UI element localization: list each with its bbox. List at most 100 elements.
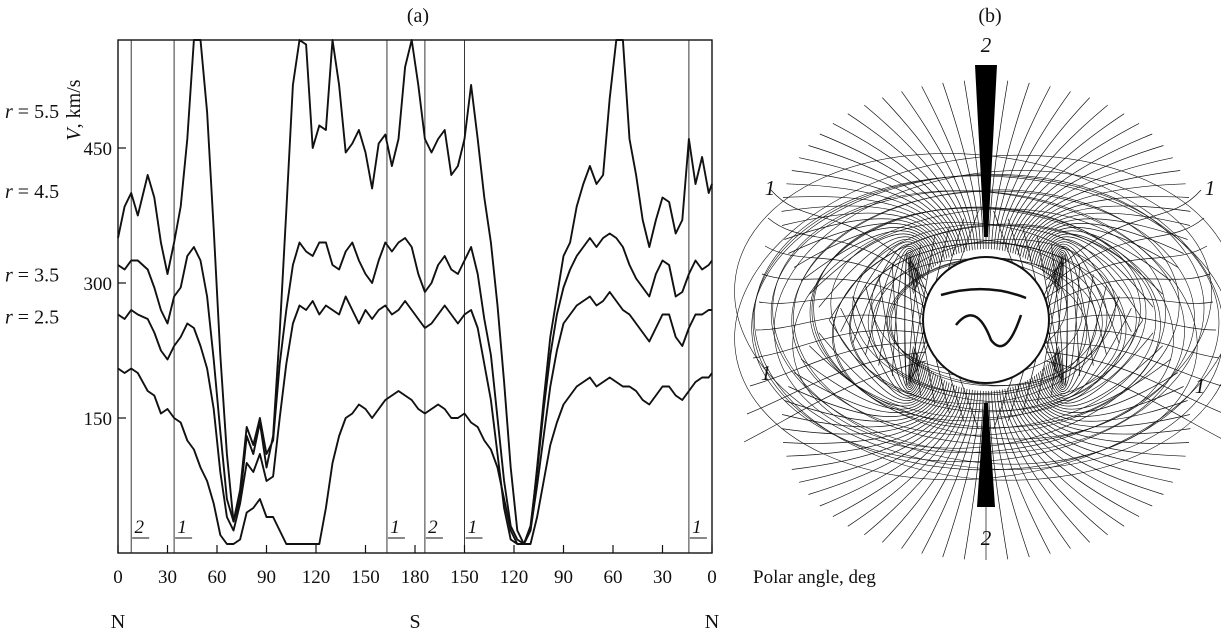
- field-line-south-48: [1022, 382, 1190, 444]
- panel-a-label: (a): [407, 5, 429, 27]
- field-line-north-38: [996, 91, 1071, 250]
- field-line-north-41: [1004, 113, 1125, 252]
- field-line-north-23: [799, 157, 958, 255]
- closed-loop-4: [871, 239, 1103, 386]
- marker-label-2: 1: [390, 517, 400, 538]
- field-line-north-14: [800, 230, 937, 282]
- marker-label-5: 1: [692, 517, 702, 538]
- diagram-label-lower-left: 1: [761, 361, 772, 385]
- diagram-label-lower-right: 1: [1195, 374, 1206, 398]
- sun-disk: [922, 256, 1050, 384]
- field-line-south-37: [993, 390, 1051, 554]
- x-tick-label-11: 30: [653, 567, 672, 588]
- series-label-3: r = 2.5: [5, 307, 59, 329]
- polarity-inversion-line-2: [955, 314, 1023, 348]
- field-line-south-29: [882, 389, 973, 543]
- open-line-side-16: [1045, 330, 1220, 359]
- field-line-south-32: [942, 390, 981, 558]
- field-line-south-51: [1029, 378, 1188, 422]
- field-line-south-41: [1004, 388, 1125, 527]
- north-polar-plume: [975, 65, 997, 237]
- open-line-side-12: [1045, 245, 1208, 299]
- x-tick-label-5: 150: [351, 567, 380, 588]
- closed-loop-12: [809, 206, 1147, 419]
- series-label-var-1: r: [5, 181, 13, 203]
- series-label-var-0: r: [5, 101, 13, 123]
- field-line-south-27: [847, 388, 968, 527]
- y-tick-label-1: 300: [84, 274, 113, 295]
- marker-label-3: 2: [428, 517, 438, 538]
- x-tick-label-10: 60: [604, 567, 623, 588]
- field-line-north-37: [993, 86, 1051, 250]
- field-line-north-12: [818, 236, 932, 308]
- panel-b-label: (b): [978, 5, 1001, 27]
- x-tick-label-12: 0: [707, 567, 717, 588]
- field-line-south-5: [904, 254, 921, 388]
- field-line-south-12: [818, 332, 932, 404]
- diagram-label-upper-left: 1: [765, 176, 776, 200]
- field-line-south-3: [909, 235, 936, 385]
- field-line-north-32: [942, 82, 981, 250]
- x-tick-label-8: 120: [500, 567, 529, 588]
- closed-loop-17: [793, 190, 1195, 445]
- open-line-side-14: [1045, 297, 1214, 317]
- field-line-south-18: [782, 380, 945, 428]
- field-line-south-24: [808, 386, 960, 495]
- field-line-north-66: [1022, 257, 1063, 413]
- series-label-val-2: = 3.5: [13, 265, 59, 287]
- field-line-north-50: [1027, 212, 1190, 260]
- field-line-south-30: [901, 390, 976, 549]
- diagram-label-top: 2: [981, 33, 992, 57]
- field-line-south-22: [791, 384, 955, 470]
- closed-loop-13: [811, 207, 1161, 428]
- x-tick-label-1: 30: [158, 567, 177, 588]
- field-line-north-51: [1029, 218, 1188, 262]
- field-line-south-46: [1017, 384, 1181, 470]
- pole-label-2: N: [705, 611, 719, 633]
- field-line-south-23: [799, 385, 958, 483]
- field-line-south-35: [988, 390, 1009, 560]
- open-line-side-10: [1045, 189, 1202, 281]
- magnetic-field-lines-diagram: 2 2 1 1 1 1: [734, 33, 1221, 560]
- closed-loop-25: [734, 154, 1221, 481]
- field-line-north-42: [1007, 123, 1140, 252]
- marker-label-0: 2: [134, 517, 144, 538]
- open-line-side-13: [1045, 273, 1211, 308]
- marker-label-1: 1: [177, 517, 187, 538]
- y-tick-label-0: 150: [84, 409, 113, 430]
- open-line-side-7: [749, 342, 927, 387]
- field-line-north-19: [781, 205, 948, 259]
- y-tick-label-2: 450: [84, 139, 113, 160]
- field-line-north-49: [1024, 205, 1191, 259]
- marker-label-4: 1: [468, 517, 478, 538]
- x-tick-label-7: 150: [450, 567, 479, 588]
- y-axis-title-unit: , km/s: [63, 79, 85, 128]
- field-line-north-33: [963, 80, 984, 250]
- open-line-side-1: [767, 217, 927, 290]
- open-line-side-15: [1045, 314, 1217, 331]
- field-line-north-7: [878, 248, 924, 366]
- field-line-north-57: [1041, 239, 1143, 320]
- closed-loop-6: [849, 242, 1108, 404]
- field-line-south-15: [793, 372, 939, 413]
- field-line-south-7: [878, 274, 924, 392]
- field-line-north-30: [901, 91, 976, 250]
- polarity-inversion-line-1: [940, 287, 1027, 300]
- closed-loop-19: [772, 190, 1198, 465]
- series-label-val-0: = 5.5: [13, 101, 59, 123]
- field-line-south-39: [999, 389, 1090, 543]
- field-line-south-44: [1012, 386, 1164, 495]
- field-line-south-61: [1048, 274, 1094, 392]
- series-label-2: r = 3.5: [5, 265, 59, 287]
- diagram-label-bottom: 2: [981, 526, 992, 550]
- field-line-north-29: [882, 97, 973, 251]
- open-line-side-3: [761, 273, 927, 308]
- y-axis-title: V, km/s: [63, 79, 85, 140]
- field-line-north-31: [921, 86, 979, 250]
- open-line-side-5: [755, 314, 927, 331]
- x-tick-label-6: 180: [401, 567, 430, 588]
- x-tick-label-9: 90: [554, 567, 573, 588]
- series-label-1: r = 4.5: [5, 181, 59, 203]
- field-line-south-25: [819, 387, 963, 507]
